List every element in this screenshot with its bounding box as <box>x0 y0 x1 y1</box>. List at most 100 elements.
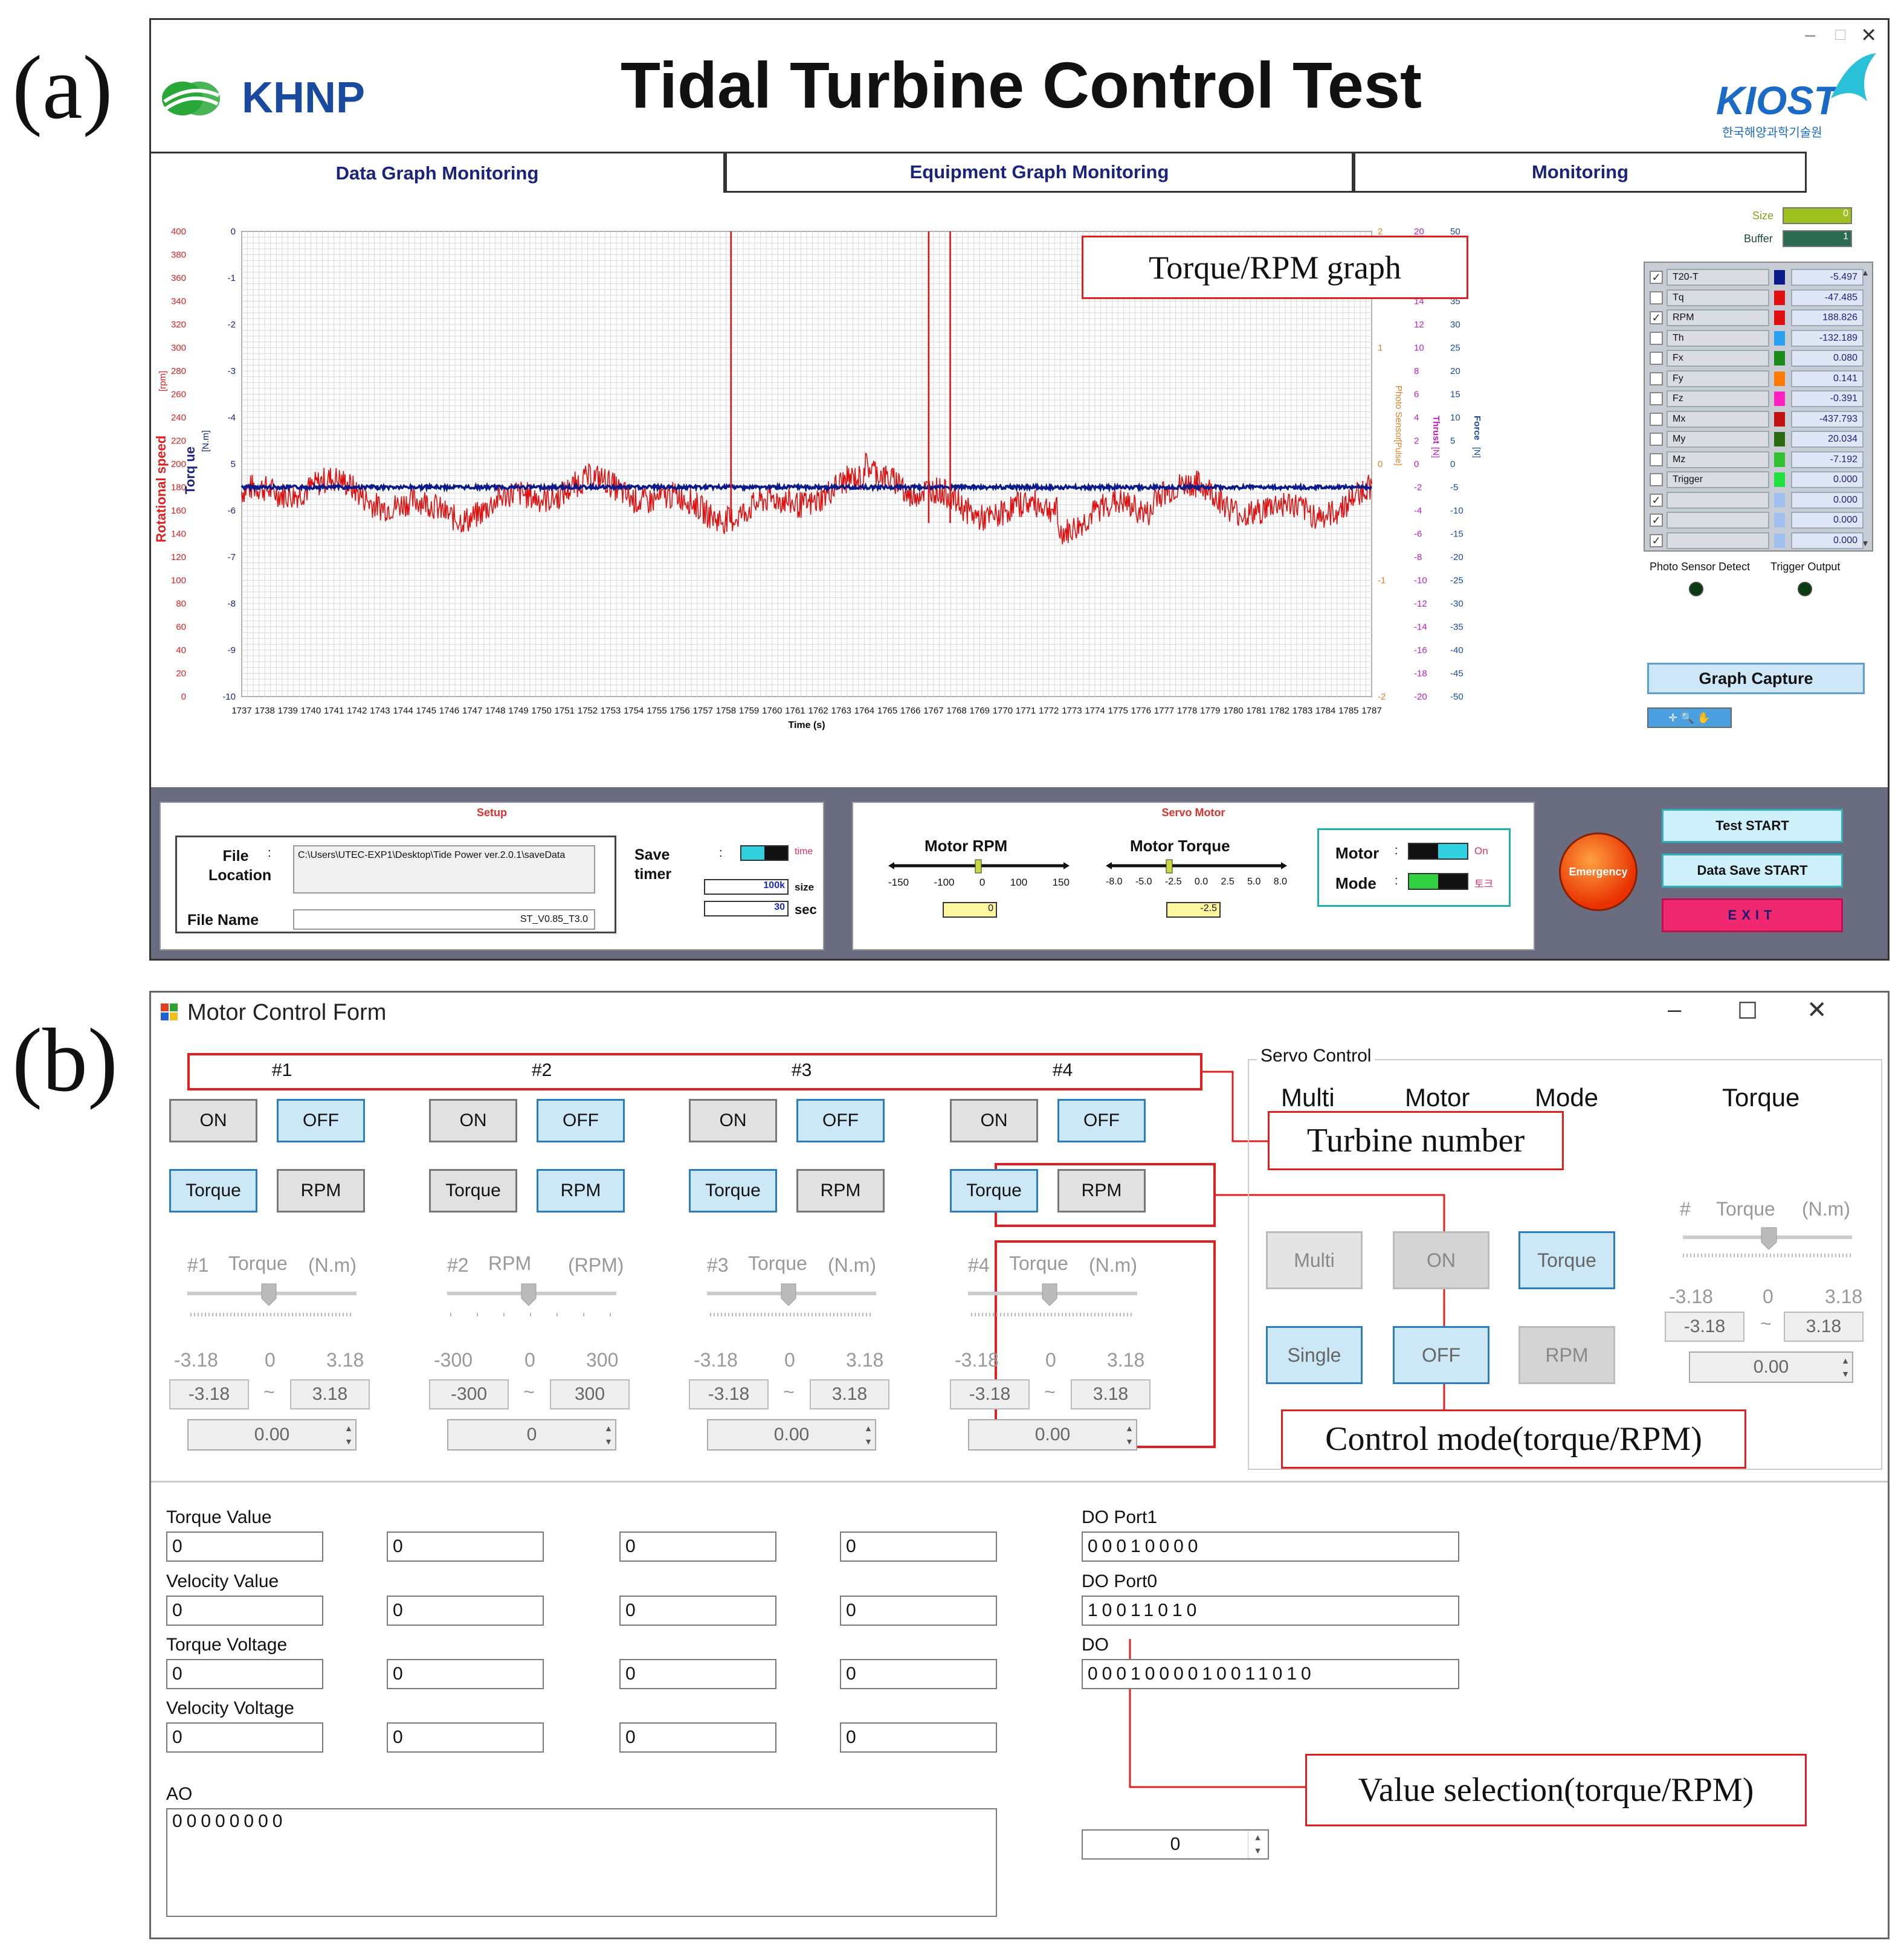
mode-toggle[interactable] <box>1408 873 1468 890</box>
tab-equipment-graph-monitoring[interactable]: Equipment Graph Monitoring <box>725 152 1354 193</box>
turbine-off-button[interactable]: OFF <box>537 1099 625 1142</box>
turbine-off-button[interactable]: OFF <box>796 1099 885 1142</box>
servo-value-spinner[interactable]: 0.00 <box>1689 1351 1853 1383</box>
do-field[interactable]: 0001000010011010 <box>1082 1659 1459 1689</box>
maximize-icon[interactable]: ☐ <box>1737 999 1758 1024</box>
legend-color-swatch[interactable] <box>1774 452 1785 467</box>
motor-rpm-value[interactable]: 0 <box>943 902 997 918</box>
turbine-torque-mode-button[interactable]: Torque <box>689 1169 777 1213</box>
servo-min-box[interactable]: -3.18 <box>1665 1312 1744 1342</box>
legend-color-swatch[interactable] <box>1774 492 1785 507</box>
turbine-min-box[interactable]: -300 <box>429 1379 509 1409</box>
legend-color-swatch[interactable] <box>1774 351 1785 366</box>
velocity-voltage-field[interactable]: 0 <box>387 1722 544 1753</box>
legend-color-swatch[interactable] <box>1774 411 1785 427</box>
turbine-value-slider[interactable] <box>184 1281 360 1324</box>
turbine-value-slider[interactable] <box>965 1281 1140 1324</box>
legend-color-swatch[interactable] <box>1774 432 1785 446</box>
torque-voltage-field[interactable]: 0 <box>619 1659 776 1689</box>
legend-color-swatch[interactable] <box>1774 270 1785 285</box>
legend-color-swatch[interactable] <box>1774 371 1785 386</box>
value-spinner[interactable]: 0 <box>1082 1829 1269 1860</box>
legend-checkbox[interactable]: ✓ <box>1650 533 1663 547</box>
legend-checkbox[interactable] <box>1650 291 1663 304</box>
value-spinner-arrows-icon[interactable]: ▲ ▼ <box>1248 1831 1267 1858</box>
legend-color-swatch[interactable] <box>1774 472 1785 487</box>
turbine-value-spinner[interactable]: 0.00 <box>707 1419 876 1451</box>
turbine-max-box[interactable]: 3.18 <box>810 1379 889 1409</box>
motor-torque-slider[interactable] <box>1106 858 1287 895</box>
legend-color-swatch[interactable] <box>1774 391 1785 406</box>
velocity-voltage-field[interactable]: 0 <box>619 1722 776 1753</box>
turbine-rpm-mode-button[interactable]: RPM <box>277 1169 365 1213</box>
servo-torque-slider[interactable] <box>1680 1225 1855 1261</box>
turbine-rpm-mode-button[interactable]: RPM <box>796 1169 885 1213</box>
turbine-max-box[interactable]: 3.18 <box>1071 1379 1150 1409</box>
maximize-icon[interactable]: □ <box>1835 25 1845 43</box>
graph-tools-icon[interactable]: ✛ 🔍 ✋ <box>1647 707 1732 728</box>
servo-rpm-button[interactable]: RPM <box>1518 1326 1615 1384</box>
legend-color-swatch[interactable] <box>1774 311 1785 325</box>
turbine-max-box[interactable]: 3.18 <box>290 1379 370 1409</box>
legend-color-swatch[interactable] <box>1774 330 1785 346</box>
torque-value-field[interactable]: 0 <box>840 1531 997 1562</box>
turbine-rpm-mode-button[interactable]: RPM <box>1057 1169 1146 1213</box>
turbine-off-button[interactable]: OFF <box>277 1099 365 1142</box>
torque-voltage-field[interactable]: 0 <box>387 1659 544 1689</box>
legend-checkbox[interactable] <box>1650 453 1663 466</box>
test-start-button[interactable]: Test START <box>1662 809 1843 843</box>
torque-voltage-field[interactable]: 0 <box>840 1659 997 1689</box>
minimize-icon[interactable]: – <box>1805 25 1815 45</box>
turbine-min-box[interactable]: -3.18 <box>950 1379 1030 1409</box>
minimize-icon[interactable]: – <box>1668 996 1682 1023</box>
legend-checkbox[interactable] <box>1650 331 1663 345</box>
turbine-rpm-mode-button[interactable]: RPM <box>537 1169 625 1213</box>
torque-voltage-field[interactable]: 0 <box>166 1659 323 1689</box>
legend-checkbox[interactable] <box>1650 433 1663 446</box>
velocity-value-field[interactable]: 0 <box>387 1596 544 1626</box>
servo-off-button[interactable]: OFF <box>1393 1326 1489 1384</box>
data-save-start-button[interactable]: Data Save START <box>1662 854 1843 887</box>
velocity-value-field[interactable]: 0 <box>840 1596 997 1626</box>
servo-torque-button[interactable]: Torque <box>1518 1231 1615 1289</box>
turbine-value-spinner[interactable]: 0.00 <box>968 1419 1137 1451</box>
emergency-button[interactable]: Emergency <box>1559 833 1638 911</box>
velocity-voltage-field[interactable]: 0 <box>166 1722 323 1753</box>
legend-checkbox[interactable] <box>1650 412 1663 426</box>
legend-checkbox[interactable]: ✓ <box>1650 311 1663 324</box>
exit-button[interactable]: EXIT <box>1662 898 1843 932</box>
legend-checkbox[interactable]: ✓ <box>1650 493 1663 507</box>
save-timer-toggle[interactable] <box>740 845 789 861</box>
velocity-value-field[interactable]: 0 <box>166 1596 323 1626</box>
legend-color-swatch[interactable] <box>1774 533 1785 548</box>
velocity-value-field[interactable]: 0 <box>619 1596 776 1626</box>
do-port0-field[interactable]: 10011010 <box>1082 1596 1459 1626</box>
turbine-on-button[interactable]: ON <box>950 1099 1038 1142</box>
close-icon[interactable]: ✕ <box>1860 24 1877 46</box>
tab-data-graph-monitoring[interactable]: Data Graph Monitoring <box>151 152 725 193</box>
turbine-on-button[interactable]: ON <box>429 1099 517 1142</box>
torque-value-field[interactable]: 0 <box>387 1531 544 1562</box>
motor-torque-value[interactable]: -2.5 <box>1166 902 1221 918</box>
tab-monitoring[interactable]: Monitoring <box>1354 152 1807 193</box>
turbine-on-button[interactable]: ON <box>169 1099 257 1142</box>
servo-on-button[interactable]: ON <box>1393 1231 1489 1289</box>
turbine-torque-mode-button[interactable]: Torque <box>950 1169 1038 1213</box>
file-name-field[interactable]: ST_V0.85_T3.0 <box>293 909 595 930</box>
motor-rpm-slider[interactable] <box>888 858 1070 895</box>
legend-color-swatch[interactable] <box>1774 290 1785 305</box>
turbine-max-box[interactable]: 300 <box>550 1379 630 1409</box>
ao-field[interactable]: 00000000 <box>166 1808 997 1917</box>
graph-capture-button[interactable]: Graph Capture <box>1647 663 1865 694</box>
torque-value-field[interactable]: 0 <box>166 1531 323 1562</box>
torque-value-field[interactable]: 0 <box>619 1531 776 1562</box>
close-icon[interactable]: ✕ <box>1807 997 1827 1023</box>
velocity-voltage-field[interactable]: 0 <box>840 1722 997 1753</box>
turbine-value-slider[interactable] <box>444 1281 619 1324</box>
legend-checkbox[interactable]: ✓ <box>1650 514 1663 527</box>
legend-color-swatch[interactable] <box>1774 513 1785 527</box>
turbine-torque-mode-button[interactable]: Torque <box>169 1169 257 1213</box>
size-field[interactable]: 100k <box>704 879 789 895</box>
turbine-value-slider[interactable] <box>704 1281 879 1324</box>
turbine-value-spinner[interactable]: 0.00 <box>187 1419 357 1451</box>
